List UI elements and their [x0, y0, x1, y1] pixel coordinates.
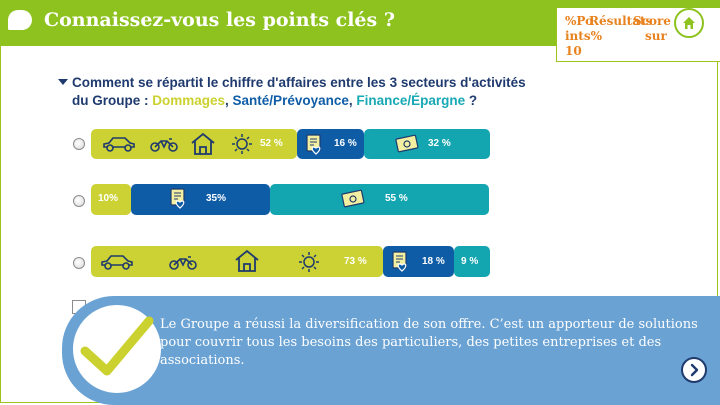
sun-icon: [232, 134, 252, 154]
option-3-sante-pct: 18 %: [422, 256, 445, 267]
question-finance: Finance/Épargne: [356, 93, 466, 108]
question-sante: Santé/Prévoyance: [232, 93, 349, 108]
option-1-sante-bar[interactable]: 16 %: [297, 129, 364, 159]
question-suffix: ?: [465, 93, 478, 108]
question-sep-1: ,: [225, 93, 233, 108]
option-2-dommages-bar[interactable]: 10%: [91, 184, 131, 215]
question-sep-2: ,: [348, 93, 357, 108]
checkmark-icon: [80, 316, 154, 376]
score-points-label: ints%: [565, 29, 602, 43]
option-2-sante-pct: 35%: [206, 193, 227, 204]
feedback-panel: [62, 296, 720, 405]
chat-bubble-icon: [8, 10, 32, 30]
score-results-label: Résultats: [589, 14, 653, 28]
question-dommages: Dommages: [152, 93, 226, 108]
question-line-1: Comment se répartit le chiffre d'affaire…: [72, 75, 526, 90]
home-button[interactable]: [674, 8, 704, 38]
banknote-icon: [395, 134, 419, 153]
car-icon: [103, 137, 135, 152]
feedback-text: Le Groupe a réussi la diversification de…: [160, 317, 698, 368]
option-2-finance-pct: 55 %: [385, 193, 408, 204]
score-pct-label: %Po: [565, 14, 594, 28]
option-2-sante-bar[interactable]: 35%: [131, 184, 270, 215]
medical-file-icon: [306, 134, 321, 155]
option-1-finance-bar[interactable]: 32 %: [364, 129, 490, 159]
medical-file-icon: [170, 188, 185, 209]
question-prefix: du Groupe :: [72, 93, 153, 108]
home-icon: [683, 17, 695, 29]
option-2-dommages-pct: 10%: [98, 193, 119, 204]
next-button[interactable]: [681, 357, 707, 383]
motorcycle-icon: [150, 138, 178, 152]
option-1-radio[interactable]: [73, 138, 85, 150]
motorcycle-icon: [169, 256, 197, 270]
option-1-dommages-bar[interactable]: 52 %: [91, 129, 297, 159]
chevron-right-icon: [690, 363, 699, 377]
option-3-dommages-pct: 73 %: [344, 256, 367, 267]
option-2-radio[interactable]: [73, 195, 85, 207]
banknote-icon: [341, 189, 365, 208]
option-3-finance-bar[interactable]: 9 %: [454, 246, 490, 277]
option-3-sante-bar[interactable]: 18 %: [383, 246, 454, 277]
triangle-down-icon: [58, 79, 68, 85]
option-3-radio[interactable]: [73, 257, 85, 269]
option-2-finance-bar[interactable]: 55 %: [270, 184, 489, 215]
feedback-check-circle: [68, 300, 166, 398]
medical-file-icon: [392, 251, 407, 272]
score-label: Score: [633, 14, 671, 28]
score-value: 10: [565, 44, 582, 58]
option-3-finance-pct: 9 %: [461, 256, 479, 267]
score-sur-label: sur: [645, 29, 667, 43]
page-title: Connaissez-vous les points clés ?: [44, 9, 395, 31]
option-1-finance-pct: 32 %: [428, 138, 451, 149]
car-icon: [101, 255, 133, 270]
sun-icon: [299, 252, 319, 272]
house-icon: [235, 249, 259, 272]
option-1-sante-pct: 16 %: [334, 138, 357, 149]
option-3-dommages-bar[interactable]: 73 %: [91, 246, 383, 277]
house-icon: [191, 132, 215, 155]
option-1-dommages-pct: 52 %: [260, 138, 283, 149]
question-line-2: du Groupe : Dommages, Santé/Prévoyance, …: [72, 92, 477, 110]
